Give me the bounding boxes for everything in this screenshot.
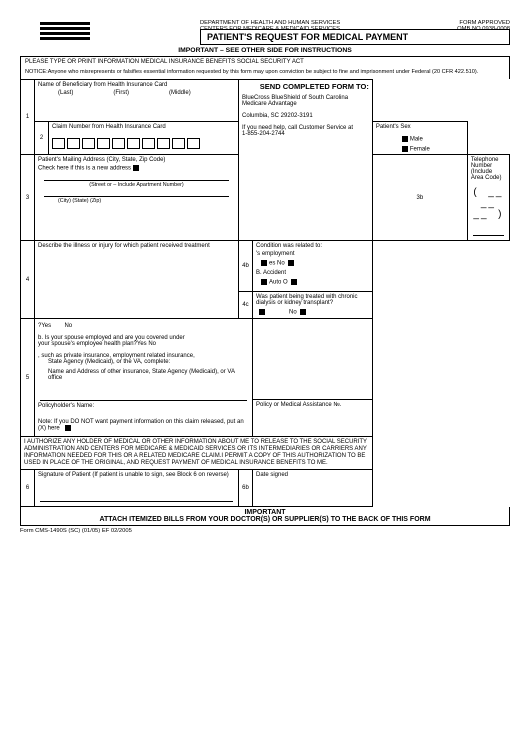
checkbox-icon[interactable] bbox=[300, 309, 306, 315]
checkbox-icon[interactable] bbox=[402, 136, 408, 142]
notice-box: NOTICE:Anyone who misrepresents or falsi… bbox=[20, 67, 510, 79]
header-bars bbox=[20, 18, 110, 45]
row5-right-blank bbox=[253, 319, 373, 400]
row-number-4c: 4c bbox=[239, 292, 253, 319]
row-number-6b: 6b bbox=[239, 469, 253, 506]
send-phone: 1-855-204-2744 bbox=[242, 131, 369, 137]
row-number-5: 5 bbox=[21, 319, 35, 437]
signature-label: Signature of Patient (If patient is unab… bbox=[38, 472, 235, 478]
5c-line3: Name and Address of other insurance, Sta… bbox=[38, 369, 249, 381]
accident-label: B. Accident bbox=[256, 270, 369, 276]
date-signed-cell[interactable]: Date signed bbox=[253, 469, 373, 506]
signature-cell[interactable]: Signature of Patient (If patient is unab… bbox=[35, 469, 239, 506]
emp-yesno[interactable]: es No bbox=[256, 260, 369, 267]
checkbox-icon[interactable] bbox=[65, 425, 71, 431]
middle-label: (Middle) bbox=[169, 90, 191, 96]
illness-cell[interactable]: Describe the illness or injury for which… bbox=[35, 241, 239, 319]
footer-attach: ATTACH ITEMIZED BILLS FROM YOUR DOCTOR(S… bbox=[23, 516, 507, 523]
footer-important: IMPORTANT ATTACH ITEMIZED BILLS FROM YOU… bbox=[20, 507, 510, 526]
dialysis-cell: Was patient being treated with chronic d… bbox=[253, 292, 373, 319]
note-line[interactable]: Note: If you DO NOT want payment informa… bbox=[38, 419, 249, 432]
new-address-check[interactable]: Check here if this is a new address bbox=[38, 165, 235, 172]
notice-text: Anyone who misrepresents or falsifies es… bbox=[48, 69, 479, 75]
form-table: 1 Name of Beneficiary from Health Insura… bbox=[20, 79, 510, 507]
header: DEPARTMENT OF HEALTH AND HUMAN SERVICES … bbox=[20, 18, 510, 45]
header-text: DEPARTMENT OF HEALTH AND HUMAN SERVICES … bbox=[110, 18, 510, 45]
omb-label: OMB NO 0938-0008 bbox=[457, 26, 510, 32]
checkbox-icon[interactable] bbox=[261, 279, 267, 285]
checkbox-icon[interactable] bbox=[291, 279, 297, 285]
claim-number-cell[interactable]: Claim Number from Health Insurance Card bbox=[49, 122, 239, 155]
auto-option[interactable]: Auto O bbox=[256, 279, 369, 286]
condition-label: Condition was related to: bbox=[256, 243, 369, 249]
form-page: DEPARTMENT OF HEALTH AND HUMAN SERVICES … bbox=[0, 0, 530, 749]
sex-cell: Patient's Sex Male Female bbox=[372, 122, 467, 155]
row5-main[interactable]: ?Yes No b. Is your spouse employed and a… bbox=[35, 319, 253, 437]
row-number-4b: 4b bbox=[239, 241, 253, 292]
row-number-4: 4 bbox=[21, 241, 35, 319]
policy-no-cell[interactable]: Policy or Medical Assistance №. bbox=[253, 399, 373, 436]
last-label: (Last) bbox=[58, 90, 73, 96]
checkbox-icon[interactable] bbox=[261, 260, 267, 266]
send-header: SEND COMPLETED FORM TO: bbox=[242, 82, 369, 91]
send-name: BlueCross BlueShield of South Carolina M… bbox=[242, 95, 369, 107]
send-city: Columbia, SC 29202-3191 bbox=[242, 113, 369, 119]
claim-label: Claim Number from Health Insurance Card bbox=[52, 124, 235, 130]
mailing-address-cell[interactable]: Patient's Mailing Address (City, State, … bbox=[35, 155, 239, 241]
checkbox-icon[interactable] bbox=[402, 146, 408, 152]
checkbox-icon[interactable] bbox=[288, 260, 294, 266]
illness-label: Describe the illness or injury for which… bbox=[38, 243, 235, 249]
policyholder-label: Policyholder's Name: bbox=[38, 403, 249, 409]
date-label: Date signed bbox=[256, 472, 369, 478]
dialysis-yesno[interactable]: No bbox=[256, 309, 369, 316]
section-header: PLEASE TYPE OR PRINT INFORMATION MEDICAL… bbox=[20, 56, 510, 67]
first-label: (First) bbox=[113, 90, 129, 96]
form-number: Form CMS-1490S (SC) (01/05) EF 02/2005 bbox=[20, 528, 510, 534]
employment-label: 's employment bbox=[256, 251, 369, 257]
city-label: (City) (State) (Zip) bbox=[38, 198, 235, 204]
female-option[interactable]: Female bbox=[402, 146, 464, 153]
condition-cell: Condition was related to: 's employment … bbox=[253, 241, 373, 292]
row-number-6: 6 bbox=[21, 469, 35, 506]
row-number-3: 3 bbox=[21, 155, 35, 241]
beneficiary-label: Name of Beneficiary from Health Insuranc… bbox=[38, 82, 235, 88]
5c-line2: State Agency (Medicaid), or the VA, comp… bbox=[38, 359, 249, 365]
street-label: (Street or – Include Apartment Number) bbox=[38, 182, 235, 188]
row-number-2: 2 bbox=[35, 122, 49, 155]
sex-label: Patient's Sex bbox=[376, 124, 464, 130]
dialysis-label: Was patient being treated with chronic d… bbox=[256, 294, 369, 306]
5a-no: No bbox=[64, 323, 72, 329]
claim-boxes[interactable] bbox=[52, 138, 235, 149]
tel-label: Telephone Number (Include Area Code) bbox=[471, 157, 506, 181]
subtitle: IMPORTANT – SEE OTHER SIDE FOR INSTRUCTI… bbox=[20, 47, 510, 54]
send-to-cell: SEND COMPLETED FORM TO: BlueCross BlueSh… bbox=[239, 80, 373, 241]
checkbox-icon[interactable] bbox=[259, 309, 265, 315]
beneficiary-name-cell[interactable]: Name of Beneficiary from Health Insuranc… bbox=[35, 80, 239, 122]
checkbox-icon[interactable] bbox=[133, 165, 139, 171]
5a-yes: ?Yes bbox=[38, 323, 51, 329]
footer-imp: IMPORTANT bbox=[23, 509, 507, 516]
address-label: Patient's Mailing Address (City, State, … bbox=[38, 157, 235, 163]
policy-no-label: Policy or Medical Assistance №. bbox=[256, 402, 369, 408]
telephone-cell[interactable]: Telephone Number (Include Area Code) ( _… bbox=[467, 155, 509, 241]
notice-label: NOTICE: bbox=[25, 69, 48, 75]
parens: ( __ __ __ ) bbox=[471, 187, 506, 220]
male-option[interactable]: Male bbox=[402, 136, 464, 143]
5b-text: b. Is your spouse employed and are you c… bbox=[38, 335, 249, 347]
row-number-3b: 3b bbox=[372, 155, 467, 241]
auth-text: I AUTHORIZE ANY HOLDER OF MEDICAL OR OTH… bbox=[24, 439, 367, 466]
authorization-cell: I AUTHORIZE ANY HOLDER OF MEDICAL OR OTH… bbox=[21, 437, 373, 470]
row-number-1: 1 bbox=[21, 80, 35, 155]
